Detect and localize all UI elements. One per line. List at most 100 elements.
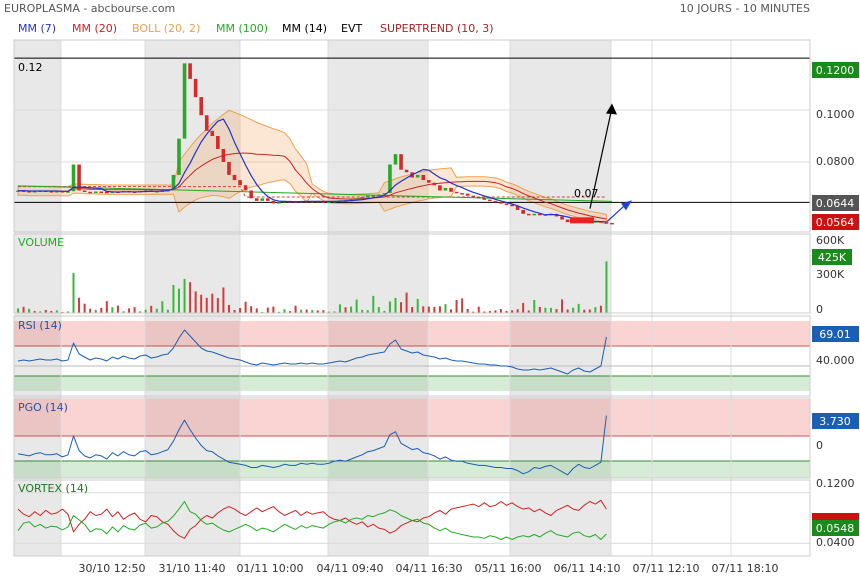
volume-bar — [78, 297, 81, 313]
volume-bar — [289, 311, 292, 313]
ytick-price-008: 0.0800 — [816, 155, 855, 168]
session-shade-2 — [328, 40, 428, 556]
pgo-label: PGO (14) — [18, 401, 68, 414]
mm100-line — [17, 185, 613, 202]
price-candle — [210, 130, 215, 136]
xtick-0: 30/10 12:50 — [79, 562, 146, 575]
frame-rsi — [13, 315, 811, 397]
price-candle — [443, 187, 448, 191]
price-candle — [371, 195, 376, 197]
volume-bar — [294, 305, 297, 313]
volume-bar — [483, 311, 486, 313]
price-candle — [510, 204, 514, 207]
price-candle — [504, 203, 509, 205]
volume-bar — [272, 306, 275, 313]
period-label: 10 JOURS - 10 MINUTES — [680, 2, 810, 15]
price-candle — [232, 174, 237, 181]
volume-bar — [83, 303, 86, 313]
volume-bar — [477, 306, 480, 313]
volume-bar — [177, 288, 180, 313]
xtick-1: 31/10 11:40 — [159, 562, 226, 575]
price-candle — [432, 182, 437, 186]
evt-marker — [570, 217, 594, 224]
badge-00564-bg — [812, 214, 859, 230]
volume-bar — [22, 306, 25, 313]
price-candle — [321, 201, 326, 203]
price-candle — [49, 191, 54, 193]
ytick-vol-600k: 600K — [816, 234, 845, 247]
xtick-4: 04/11 16:30 — [396, 562, 463, 575]
badge-volume: 425K — [812, 249, 852, 265]
price-candle — [460, 193, 464, 195]
volume-bar — [427, 306, 430, 313]
volume-bar — [189, 282, 192, 313]
xtick-2: 01/11 10:00 — [237, 562, 304, 575]
price-candle — [476, 196, 481, 199]
gridlines — [14, 40, 810, 556]
volume-bar — [416, 298, 419, 313]
price-candle — [82, 190, 87, 192]
price-candle — [393, 154, 398, 165]
price-candle — [438, 185, 442, 191]
rsi-label: RSI (14) — [18, 319, 62, 332]
volume-bar — [105, 301, 108, 313]
price-candle — [415, 174, 420, 178]
volume-bar — [50, 310, 53, 313]
volume-bar — [561, 299, 564, 313]
mm20-line — [18, 152, 607, 220]
price-candle — [243, 185, 248, 191]
volume-bar — [161, 301, 164, 313]
volume-bar — [594, 307, 597, 313]
price-candle — [238, 180, 242, 186]
price-candle — [388, 164, 392, 194]
price-candle — [521, 209, 525, 214]
volume-bar — [122, 311, 125, 313]
volume-bar — [277, 311, 280, 313]
price-candle — [427, 180, 431, 183]
volume-bar — [444, 304, 447, 313]
xtick-6: 06/11 14:10 — [554, 562, 621, 575]
legend-boll: BOLL (20, 2) — [132, 22, 200, 35]
price-candle — [526, 213, 531, 216]
price-candle — [249, 190, 253, 199]
badge-00644: 0.0644 — [812, 195, 859, 211]
vortex-plus-line — [17, 501, 607, 540]
volume-bar — [516, 309, 519, 313]
volume-bar — [411, 307, 414, 313]
volume-bar — [422, 306, 425, 313]
volume-bar — [239, 308, 242, 313]
volume-bar — [216, 298, 219, 313]
volume-bar — [466, 308, 469, 313]
volume-bar — [28, 308, 31, 313]
badge-rsi: 69.01 — [812, 326, 859, 342]
price-candle — [610, 222, 614, 225]
volume-bar — [250, 306, 253, 313]
frame-vortex — [13, 479, 811, 557]
volume-bar — [261, 311, 264, 313]
volume-bar — [549, 307, 552, 313]
volume-bar — [572, 307, 575, 313]
arrow-up-line — [589, 107, 613, 209]
price-candle — [71, 164, 76, 192]
price-candle — [565, 219, 570, 223]
volume-bar — [89, 308, 92, 313]
vortex-minus-line — [17, 499, 607, 539]
price-candle — [27, 191, 31, 193]
legend-supertrend: SUPERTREND (10, 3) — [380, 22, 494, 35]
price-candle — [488, 199, 492, 202]
badge-rsi-bg — [812, 326, 859, 342]
volume-bar — [405, 292, 408, 313]
price-candle — [421, 174, 426, 181]
price-candle — [227, 161, 231, 175]
volume-bar — [461, 298, 464, 313]
badge-00644-bg — [812, 195, 859, 211]
rsi-overbought-band — [14, 321, 810, 346]
volume-bar — [100, 307, 103, 313]
volume-bar — [116, 305, 119, 313]
price-candle — [171, 174, 176, 190]
frame-price — [13, 39, 811, 233]
volume-bar — [566, 309, 569, 313]
price-candle — [105, 191, 109, 194]
price-candle — [193, 78, 198, 98]
